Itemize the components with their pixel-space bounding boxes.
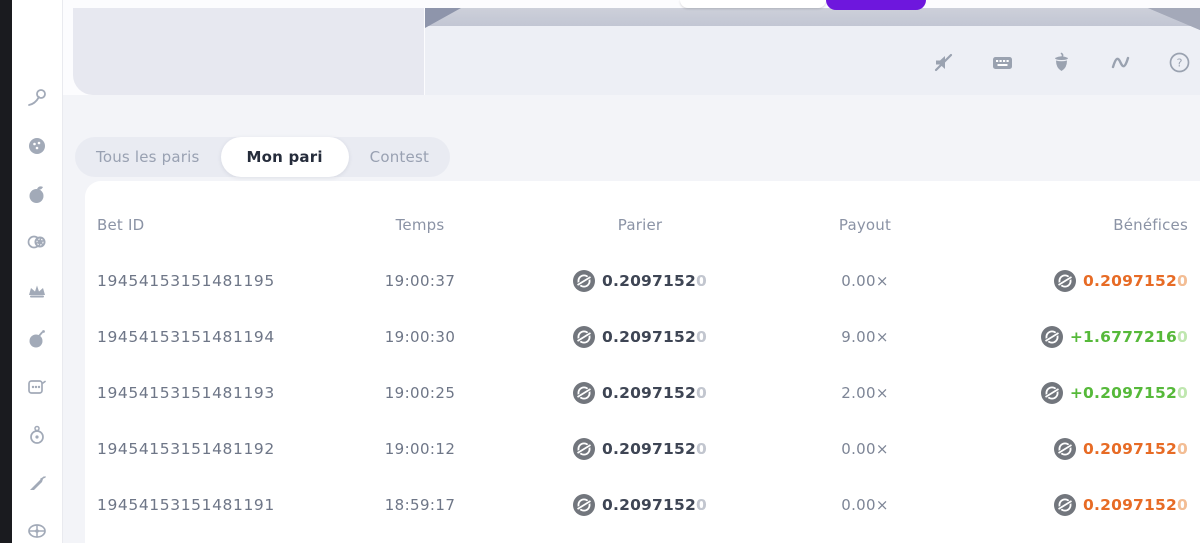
profit-cell: 0.2097152 0	[975, 438, 1200, 460]
bet-id-cell: 19454153151481192	[97, 440, 275, 458]
tab-tous-les-paris[interactable]: Tous les paris	[96, 148, 200, 166]
bets-tabs: Tous les paris Mon pari Contest	[75, 137, 451, 177]
games-sidebar	[12, 0, 63, 543]
purple-button-cutoff[interactable]	[826, 0, 926, 10]
crown-game-icon[interactable]	[25, 279, 49, 302]
currency-coin-icon	[1040, 382, 1063, 404]
col-temps: Temps	[395, 216, 445, 234]
sound-muted-icon[interactable]	[930, 49, 956, 75]
bet-id-cell: 19454153151481194	[97, 328, 275, 346]
time-cell: 18:59:17	[384, 496, 456, 514]
bet-id-cell: 19454153151481195	[97, 272, 275, 290]
time-cell: 19:00:37	[384, 272, 456, 290]
bet-amount-cell: 0.2097152 0	[525, 382, 755, 404]
col-bet-id: Bet ID	[97, 216, 145, 234]
currency-coin-icon	[573, 326, 596, 348]
payout-cell: 9.00×	[841, 328, 889, 346]
bet-control-cutoff	[680, 0, 826, 8]
bet-id-cell: 19454153151481191	[97, 496, 275, 514]
trends-icon[interactable]	[1107, 49, 1133, 75]
game-floor-band	[425, 8, 1200, 26]
table-header: Bet ID Temps Parier Payout Bénéfices	[85, 181, 1200, 253]
bets-table-card: Bet ID Temps Parier Payout Bénéfices 194…	[85, 181, 1200, 543]
currency-coin-icon	[1054, 270, 1077, 292]
payout-cell: 0.00×	[841, 440, 889, 458]
game-floor-corner-left	[425, 8, 461, 28]
bet-amount-cell: 0.2097152 0	[525, 438, 755, 460]
fruit-game-icon[interactable]	[25, 182, 49, 205]
table-row[interactable]: 19454153151481192 19:00:12 0.2097152 0 0.…	[85, 421, 1200, 477]
help-icon[interactable]: ?	[1166, 49, 1192, 75]
comet-game-icon[interactable]	[25, 86, 49, 109]
time-cell: 19:00:30	[384, 328, 456, 346]
bet-amount-cell: 0.2097152 0	[525, 494, 755, 516]
table-row[interactable]: 19454153151481193 19:00:25 0.2097152 0 2.…	[85, 365, 1200, 421]
bet-id-cell: 19454153151481193	[97, 384, 275, 402]
time-cell: 19:00:12	[384, 440, 456, 458]
profit-cell: +1.6777216 0	[975, 326, 1200, 348]
table-row[interactable]: 19454153151481195 19:00:37 0.2097152 0 0.…	[85, 253, 1200, 309]
payout-cell: 0.00×	[841, 272, 889, 290]
table-row[interactable]: 19454153151481194 19:00:30 0.2097152 0 9.…	[85, 309, 1200, 365]
hotkeys-icon[interactable]	[989, 49, 1015, 75]
coins-game-icon[interactable]	[25, 231, 49, 254]
ball-game-icon[interactable]	[25, 134, 49, 157]
currency-coin-icon	[573, 382, 596, 404]
currency-coin-icon	[1054, 494, 1077, 516]
seed-icon[interactable]	[1048, 49, 1074, 75]
game-toolbar: ?	[930, 48, 1192, 76]
col-parier: Parier	[617, 216, 663, 234]
wheel-game-icon[interactable]	[25, 520, 49, 543]
currency-coin-icon	[573, 494, 596, 516]
tab-mon-pari[interactable]: Mon pari	[220, 137, 349, 177]
col-benefices: Bénéfices	[1113, 216, 1188, 234]
currency-coin-icon	[573, 270, 596, 292]
dart-game-icon[interactable]	[25, 472, 49, 495]
payout-cell: 2.00×	[841, 384, 889, 402]
game-panel-left	[73, 8, 424, 95]
payout-cell: 0.00×	[841, 496, 889, 514]
table-row[interactable]: 19454153151481191 18:59:17 0.2097152 0 0.…	[85, 477, 1200, 533]
svg-text:?: ?	[1176, 56, 1182, 69]
slot-game-icon[interactable]	[25, 375, 49, 398]
table-body: 19454153151481195 19:00:37 0.2097152 0 0.…	[85, 253, 1200, 533]
profit-cell: 0.2097152 0	[975, 270, 1200, 292]
bet-amount-cell: 0.2097152 0	[525, 270, 755, 292]
col-payout: Payout	[838, 216, 892, 234]
bet-amount-cell: 0.2097152 0	[525, 326, 755, 348]
time-cell: 19:00:25	[384, 384, 456, 402]
keno-game-icon[interactable]	[25, 423, 49, 446]
currency-coin-icon	[1054, 438, 1077, 460]
profit-cell: +0.2097152 0	[975, 382, 1200, 404]
currency-coin-icon	[1040, 326, 1063, 348]
bomb-game-icon[interactable]	[25, 327, 49, 350]
app-edge-bar	[0, 0, 12, 543]
tab-contest[interactable]: Contest	[369, 148, 430, 166]
profit-cell: 0.2097152 0	[975, 494, 1200, 516]
currency-coin-icon	[573, 438, 596, 460]
